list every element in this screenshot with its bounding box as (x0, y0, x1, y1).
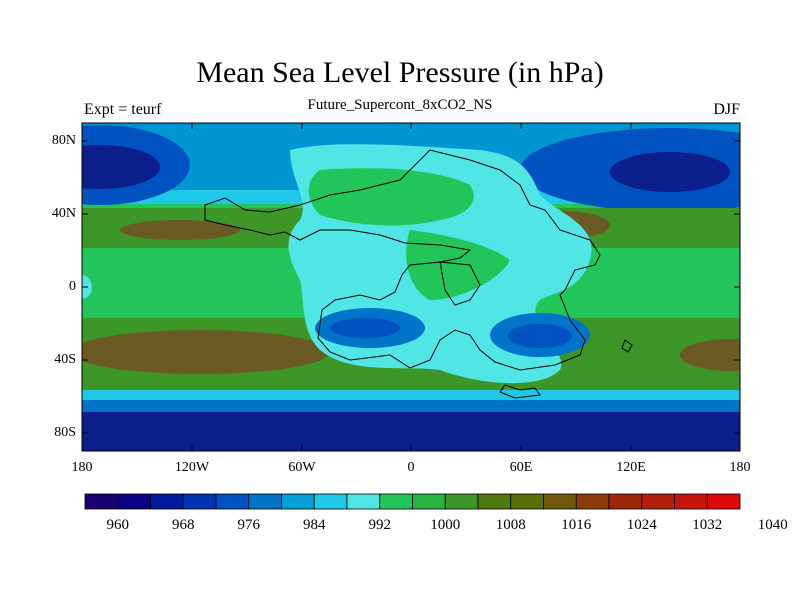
colorbar-swatch (379, 493, 413, 510)
colorbar-swatch (477, 493, 512, 510)
lon-label-180w: 180 (71, 460, 93, 475)
axis-ticks (82, 123, 740, 451)
colorbar-swatch (248, 493, 282, 510)
colorbar-label: 976 (237, 517, 261, 533)
colorbar-label: 984 (303, 517, 326, 533)
colorbar-label: 1008 (495, 517, 526, 533)
lat-label-40n: 40N (51, 206, 76, 221)
colorbar-label: 1040 (757, 517, 788, 533)
season-label: DJF (713, 101, 740, 118)
colorbar-label: 992 (368, 517, 392, 533)
coastline (204, 149, 633, 399)
colorbar-swatch (346, 493, 381, 510)
colorbar-label: 1024 (626, 517, 657, 533)
lon-label-60w: 60W (288, 460, 316, 475)
pressure-field (82, 123, 740, 451)
lon-label-0: 0 (407, 460, 415, 475)
colorbar-swatch (444, 493, 479, 510)
colorbar-swatch (313, 493, 348, 510)
lon-label-60e: 60E (509, 460, 533, 475)
colorbar-swatch (641, 493, 675, 510)
lat-label-40s: 40S (54, 352, 76, 367)
colorbar-swatch (117, 493, 151, 510)
colorbar-swatch (215, 493, 250, 510)
colorbar-label: 960 (106, 517, 130, 533)
colorbar-swatch (412, 493, 446, 510)
colorbar-swatch (281, 493, 315, 510)
colorbar-label: 1016 (561, 517, 592, 533)
colorbar-swatch (182, 493, 217, 510)
colorbar-label: 1000 (430, 517, 461, 533)
colorbar-swatch (543, 493, 577, 510)
map-subtitle: Future_Supercont_8xCO2_NS (307, 97, 493, 113)
lat-label-80s: 80S (54, 425, 76, 440)
experiment-label: Expt = teurf (84, 101, 162, 118)
colorbar-swatch (84, 493, 119, 510)
lat-label-0: 0 (69, 279, 76, 294)
lon-label-120w: 120W (174, 460, 210, 475)
colorbar-swatch (150, 493, 184, 510)
colorbar-label: 968 (172, 517, 195, 533)
map-title: Mean Sea Level Pressure (in hPa) (196, 56, 604, 89)
colorbar-swatch (706, 493, 741, 510)
lon-label-120e: 120E (616, 460, 646, 475)
colorbar-swatch (575, 493, 610, 510)
colorbar-swatch (608, 493, 643, 510)
lon-label-180e: 180 (729, 460, 751, 475)
colorbar-swatch (674, 493, 708, 510)
colorbar-label: 1032 (692, 517, 723, 533)
colorbar-swatch (510, 493, 544, 510)
lat-label-80n: 80N (51, 133, 76, 148)
colorbar (84, 493, 741, 510)
